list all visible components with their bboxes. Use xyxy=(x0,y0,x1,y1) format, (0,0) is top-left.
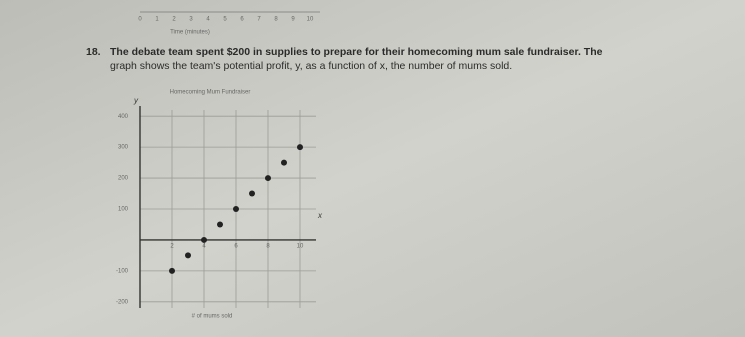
y-axis-letter: y xyxy=(133,96,139,105)
y-tick-label: 100 xyxy=(118,207,129,213)
x-axis-title: # of mums sold xyxy=(192,314,233,320)
y-tick-label: 200 xyxy=(118,176,129,182)
y-tick-label: -200 xyxy=(116,299,129,305)
previous-axis-tick-label: 4 xyxy=(206,17,210,23)
previous-axis-tick-label: 10 xyxy=(307,17,314,23)
question-number: 18. xyxy=(86,46,101,58)
previous-axis-tick-label: 9 xyxy=(291,17,295,23)
x-tick-label: 8 xyxy=(266,244,270,250)
previous-axis-tick-label: 7 xyxy=(257,17,261,23)
data-point xyxy=(169,267,175,274)
data-point xyxy=(233,206,239,212)
data-point xyxy=(217,221,223,228)
data-point xyxy=(281,159,287,166)
previous-axis-tick-label: 3 xyxy=(189,17,193,23)
data-point xyxy=(297,144,303,151)
chart: -200 -100 100 200 300 400 2 4 6 8 10 xyxy=(116,106,316,308)
data-point xyxy=(265,175,271,182)
previous-axis-tick-label: 8 xyxy=(274,17,278,23)
x-tick-label: 10 xyxy=(297,244,304,250)
question-line: graph shows the team's potential profit,… xyxy=(110,60,512,72)
chart-title: Homecoming Mum Fundraiser xyxy=(170,90,251,96)
previous-axis-tick-label: 6 xyxy=(240,17,244,23)
y-tick-label: 400 xyxy=(118,114,129,120)
x-axis-letter: x xyxy=(317,211,323,220)
x-tick-label: 2 xyxy=(170,244,174,250)
x-tick-label: 6 xyxy=(234,244,238,250)
question-line: The debate team spent $200 in supplies t… xyxy=(110,46,603,58)
previous-axis-tick-label: 5 xyxy=(223,17,227,23)
y-tick-label: 300 xyxy=(118,145,129,151)
data-point xyxy=(249,190,255,197)
data-point xyxy=(201,236,207,243)
previous-axis-tick-label: 2 xyxy=(172,17,176,23)
previous-axis-tick-label: 1 xyxy=(155,17,159,23)
x-tick-label: 4 xyxy=(202,244,206,250)
data-point xyxy=(185,252,191,259)
previous-axis-tick-label: 0 xyxy=(138,17,142,23)
y-tick-label: -100 xyxy=(116,268,129,274)
previous-axis-label: Time (minutes) xyxy=(170,30,210,36)
